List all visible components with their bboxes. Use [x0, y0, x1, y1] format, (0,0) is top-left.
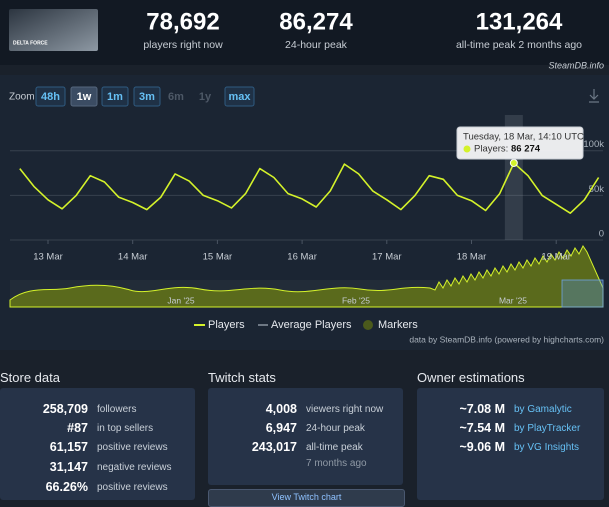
row-label: in top sellers — [97, 423, 154, 434]
navigator-label: Mar '25 — [499, 295, 527, 305]
zoom-option[interactable]: 1w — [77, 91, 92, 103]
row-label: positive reviews — [97, 482, 168, 493]
row-note: 7 months ago — [306, 458, 367, 469]
stat-value: 78,692 — [146, 8, 219, 35]
row-value: ~7.54 M — [459, 421, 505, 435]
navigator-label: Jan '25 — [167, 295, 194, 305]
row-value: 31,147 — [49, 460, 88, 474]
row-label: by VG Insights — [514, 442, 580, 453]
panel-box — [0, 388, 195, 500]
zoom-button[interactable] — [101, 86, 129, 107]
zoom-option: 6m — [168, 91, 184, 103]
row-label: 24-hour peak — [306, 423, 365, 434]
series-line — [19, 162, 600, 214]
stat-label: players right now — [143, 39, 223, 51]
row-value: 4,008 — [265, 402, 297, 416]
zoom-option[interactable]: 1m — [107, 91, 123, 103]
legend-label[interactable]: Markers — [378, 319, 418, 331]
tooltip-series: Players: — [474, 144, 508, 155]
row-value: #87 — [67, 421, 88, 435]
row-label: positive reviews — [97, 442, 168, 453]
row-value: ~7.08 M — [459, 402, 505, 416]
row-value: 243,017 — [251, 440, 297, 454]
x-tick-label: 17 Mar — [372, 252, 402, 263]
row-label: negative reviews — [97, 462, 172, 473]
zoom-button[interactable] — [35, 86, 66, 107]
legend-swatch — [363, 320, 373, 330]
hover-point — [509, 158, 518, 167]
game-logo[interactable] — [9, 9, 98, 51]
row-label: all-time peak — [306, 442, 363, 453]
zoom-option[interactable]: max — [228, 91, 251, 103]
zoom-button[interactable] — [224, 86, 255, 107]
tooltip-value: 86 274 — [511, 144, 541, 155]
y-tick-label: 0 — [599, 229, 604, 240]
twitch-button[interactable]: View Twitch chart — [208, 489, 405, 507]
header-bar — [0, 0, 609, 65]
row-label: followers — [97, 404, 137, 415]
tooltip — [456, 126, 584, 160]
stat-label: all-time peak 2 months ago — [456, 39, 582, 51]
row-value: ~9.06 M — [459, 440, 505, 454]
row-value: 6,947 — [265, 421, 297, 435]
x-tick-label: 15 Mar — [203, 252, 233, 263]
game-logo-text: DELTA FORCE — [13, 40, 48, 46]
stat-label: 24-hour peak — [285, 39, 348, 51]
x-tick-label: 14 Mar — [118, 252, 148, 263]
zoom-option[interactable]: 3m — [139, 91, 155, 103]
panel-box — [417, 388, 604, 500]
zoom-option[interactable]: 48h — [41, 91, 60, 103]
navigator-series — [9, 245, 604, 308]
credit: data by SteamDB.info (powered by highcha… — [409, 334, 604, 344]
row-label: by Gamalytic — [514, 404, 572, 415]
legend-label[interactable]: Players — [208, 319, 245, 331]
tooltip-dot — [463, 145, 471, 153]
panel-title: Owner estimations — [417, 370, 525, 385]
download-icon[interactable] — [589, 89, 599, 103]
row-value: 66.26% — [45, 480, 88, 494]
x-tick-label: 18 Mar — [457, 252, 487, 263]
stat-value: 131,264 — [476, 8, 563, 35]
zoom-label: Zoom — [9, 92, 35, 103]
zoom-option: 1y — [199, 91, 212, 103]
x-tick-label: 13 Mar — [33, 252, 63, 263]
x-tick-label: 19 Mar — [541, 252, 571, 263]
tooltip-date: Tuesday, 18 Mar, 14:10 UTC — [463, 132, 584, 143]
watermark: SteamDB.info — [548, 60, 604, 70]
row-value: 258,709 — [42, 402, 88, 416]
zoom-button[interactable] — [70, 86, 98, 107]
zoom-button[interactable] — [133, 86, 161, 107]
y-tick-label: 50k — [589, 184, 605, 195]
x-tick-label: 16 Mar — [287, 252, 317, 263]
stat-value: 86,274 — [279, 8, 353, 35]
y-tick-label: 100k — [583, 139, 604, 150]
panel-title: Twitch stats — [208, 370, 276, 385]
panel-title: Store data — [0, 370, 60, 385]
panel-box — [208, 388, 403, 485]
row-value: 61,157 — [49, 440, 88, 454]
legend-label[interactable]: Average Players — [271, 319, 352, 331]
row-label: by PlayTracker — [514, 423, 581, 434]
navigator-selection[interactable] — [561, 279, 604, 308]
navigator-label: Feb '25 — [342, 295, 370, 305]
row-label: viewers right now — [306, 404, 384, 415]
